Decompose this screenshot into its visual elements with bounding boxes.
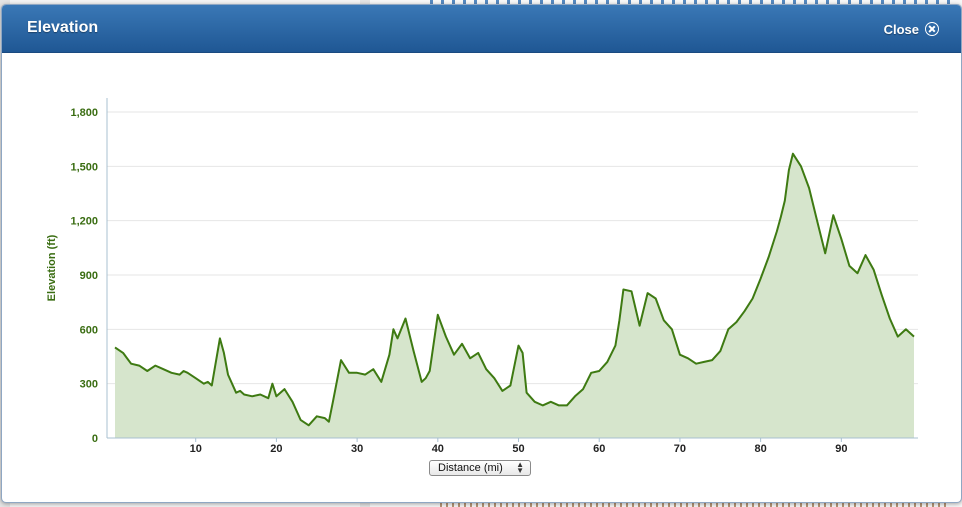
close-circle-icon (925, 22, 939, 36)
y-tick-label: 1,500 (70, 161, 98, 173)
dialog-header: Elevation Close (2, 5, 961, 53)
updown-arrows-icon: ▲ ▼ (516, 460, 524, 475)
x-tick-label: 10 (190, 443, 202, 455)
y-axis-ticks: 0 300 600 900 1,200 1,500 1,800 (70, 107, 98, 445)
x-tick-label: 60 (593, 443, 605, 455)
x-tick-label: 50 (512, 443, 524, 455)
x-tick-label: 80 (755, 443, 767, 455)
x-axis-unit-value: Distance (mi) (438, 462, 503, 474)
x-tick-label: 30 (351, 443, 363, 455)
x-tick-label: 20 (270, 443, 282, 455)
x-tick-label: 90 (835, 443, 847, 455)
x-tick-label: 70 (674, 443, 686, 455)
close-button-label: Close (883, 21, 919, 37)
elevation-series-line (114, 152, 915, 427)
x-axis-unit-select[interactable]: Distance (mi) ▲ ▼ (429, 460, 531, 476)
y-tick-label: 1,200 (70, 216, 98, 228)
x-tick-label: 40 (432, 443, 444, 455)
x-axis-ticks: 10 20 30 40 50 60 70 80 90 (190, 438, 847, 455)
y-tick-label: 300 (80, 379, 98, 391)
y-tick-label: 900 (80, 270, 98, 282)
background-bar-chart-bottom (440, 500, 950, 507)
background-bar-chart-top (430, 0, 950, 6)
dialog-title: Elevation (27, 19, 99, 36)
y-tick-label: 0 (92, 433, 98, 445)
y-axis-title: Elevation (ft) (46, 234, 58, 301)
elevation-area-fill (115, 153, 914, 438)
close-button[interactable]: Close (884, 18, 939, 40)
elevation-dialog: Elevation Close 0 300 600 900 1,200 1,500 1,80… (1, 4, 962, 503)
y-tick-label: 600 (80, 324, 98, 336)
y-tick-label: 1,800 (70, 107, 98, 119)
elevation-chart: 0 300 600 900 1,200 1,500 1,800 10 20 30 40 50 60 70… (46, 98, 918, 455)
